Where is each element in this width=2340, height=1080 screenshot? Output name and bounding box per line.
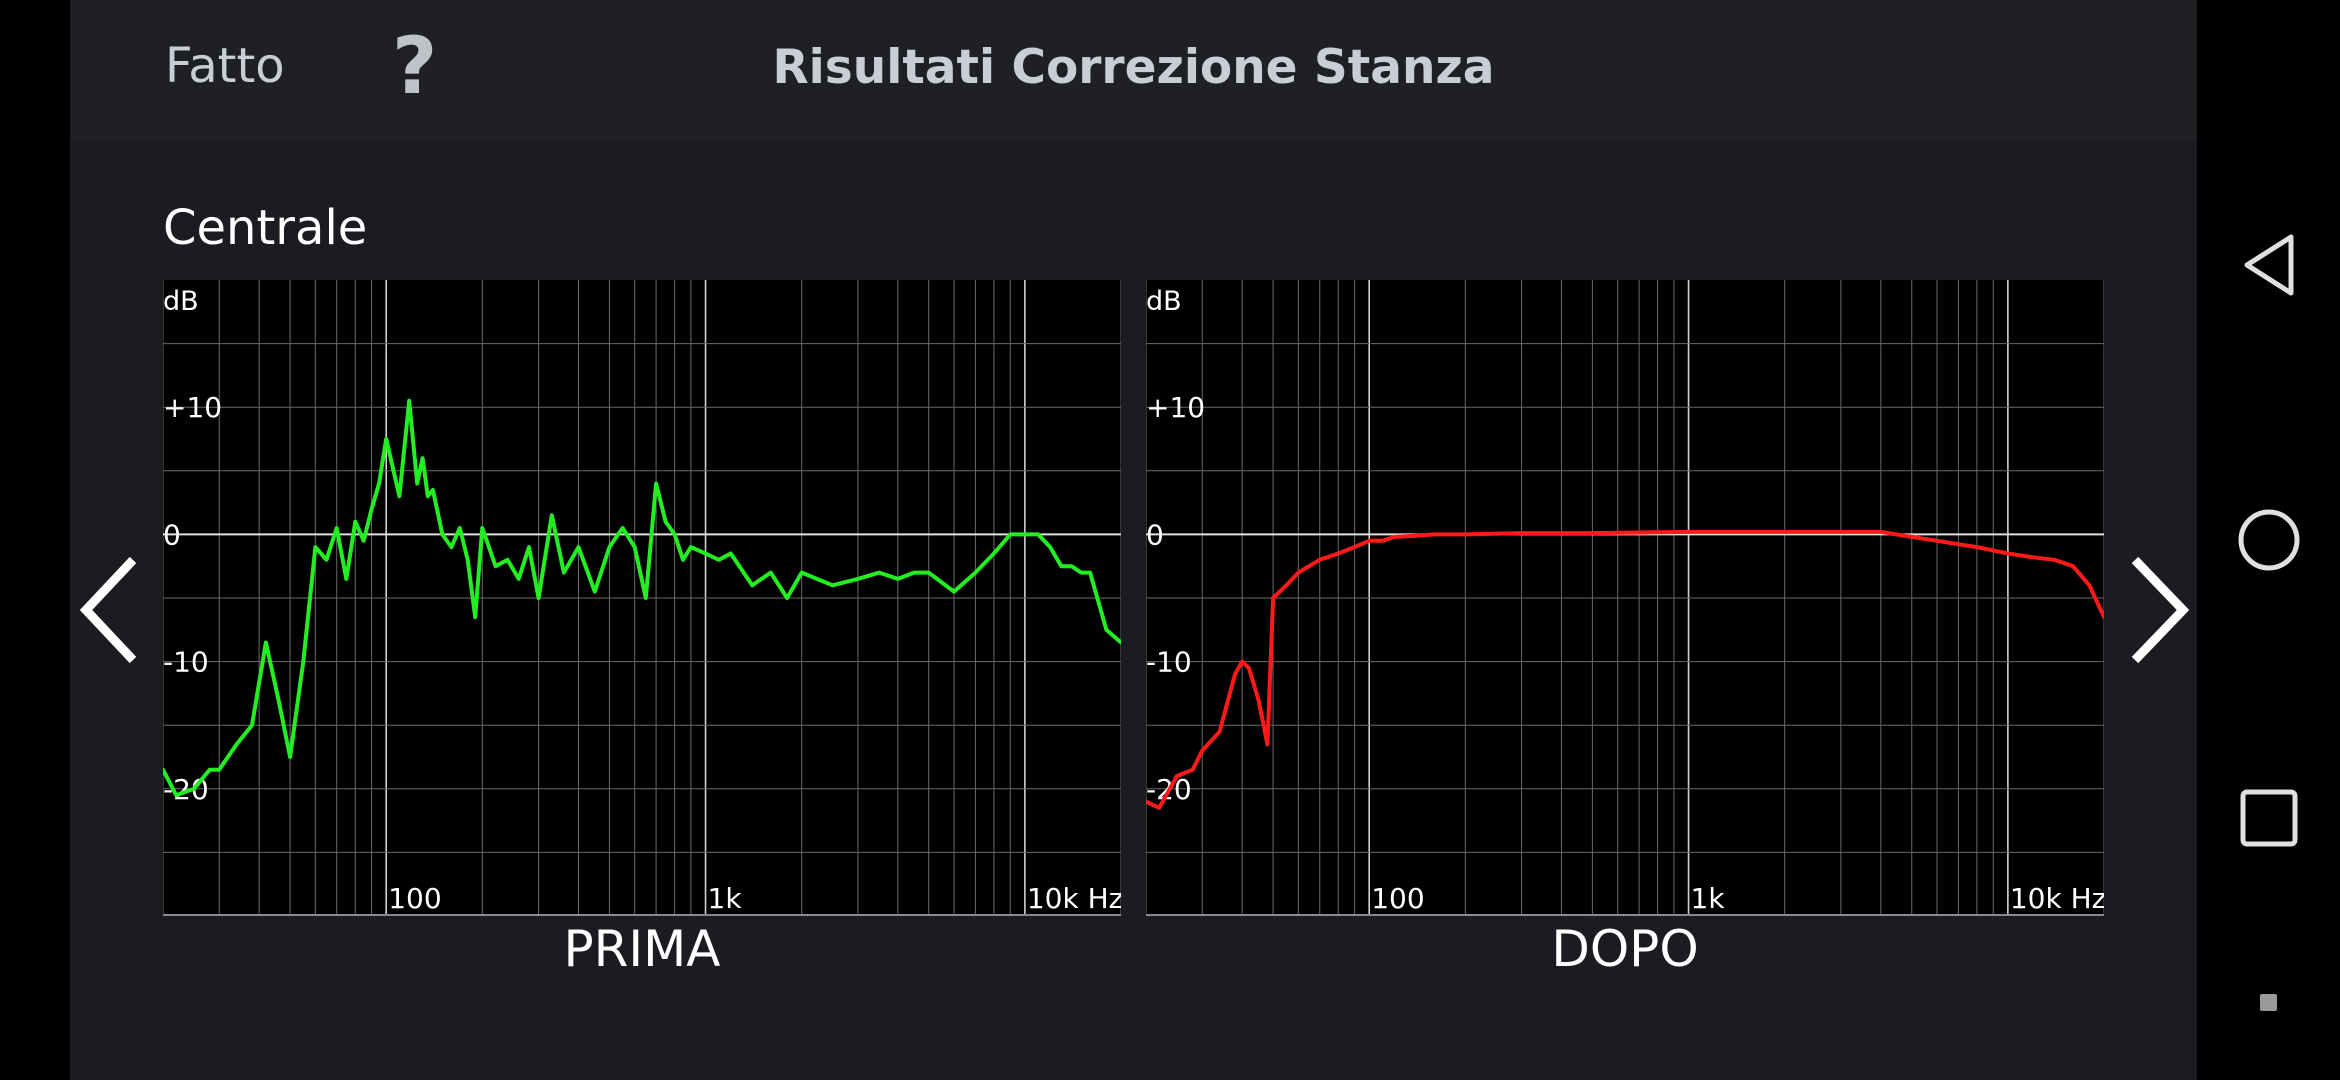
chevron-right-icon[interactable] (2123, 555, 2193, 665)
y-tick-label: 0 (1146, 518, 1164, 551)
chart-before: dB +10 0 -10 -20 100 1k 10k Hz (163, 280, 1121, 916)
y-tick-label: 0 (163, 518, 181, 551)
x-tick-label: 100 (1371, 882, 1424, 915)
x-tick-label: 10k Hz (2010, 882, 2104, 915)
speaker-channel-label: Centrale (163, 200, 368, 256)
x-tick-label: 1k (1691, 882, 1726, 915)
chart-before-title: PRIMA (563, 920, 721, 978)
done-button[interactable]: Fatto (165, 38, 285, 94)
y-tick-label: -10 (1146, 646, 1192, 679)
back-icon[interactable] (2219, 215, 2319, 315)
chart-after: dB +10 0 -10 -20 100 1k 10k Hz (1146, 280, 2104, 916)
frequency-response-line (163, 398, 1121, 798)
y-tick-label: +10 (1146, 391, 1205, 424)
top-bar: Fatto ? Risultati Correzione Stanza (70, 0, 2197, 140)
x-tick-label: 100 (388, 882, 441, 915)
help-button[interactable]: ? (392, 22, 438, 112)
chart-after-title: DOPO (1551, 920, 1699, 978)
page-title: Risultati Correzione Stanza (772, 40, 1495, 95)
recents-icon[interactable] (2219, 768, 2319, 868)
frequency-response-line (1146, 529, 2104, 810)
y-tick-label: +10 (163, 391, 222, 424)
x-tick-label: 10k Hz (1027, 882, 1121, 915)
y-tick-label: -10 (163, 646, 209, 679)
x-tick-label: 1k (708, 882, 743, 915)
app-window: Fatto ? Risultati Correzione Stanza Cent… (70, 0, 2197, 1080)
chevron-left-icon[interactable] (78, 555, 148, 665)
y-axis-unit-label: dB (1146, 286, 1182, 317)
keyboard-indicator-icon (2260, 994, 2277, 1011)
system-navigation-bar (2197, 0, 2340, 1080)
home-icon[interactable] (2219, 490, 2319, 590)
y-axis-unit-label: dB (163, 286, 199, 317)
